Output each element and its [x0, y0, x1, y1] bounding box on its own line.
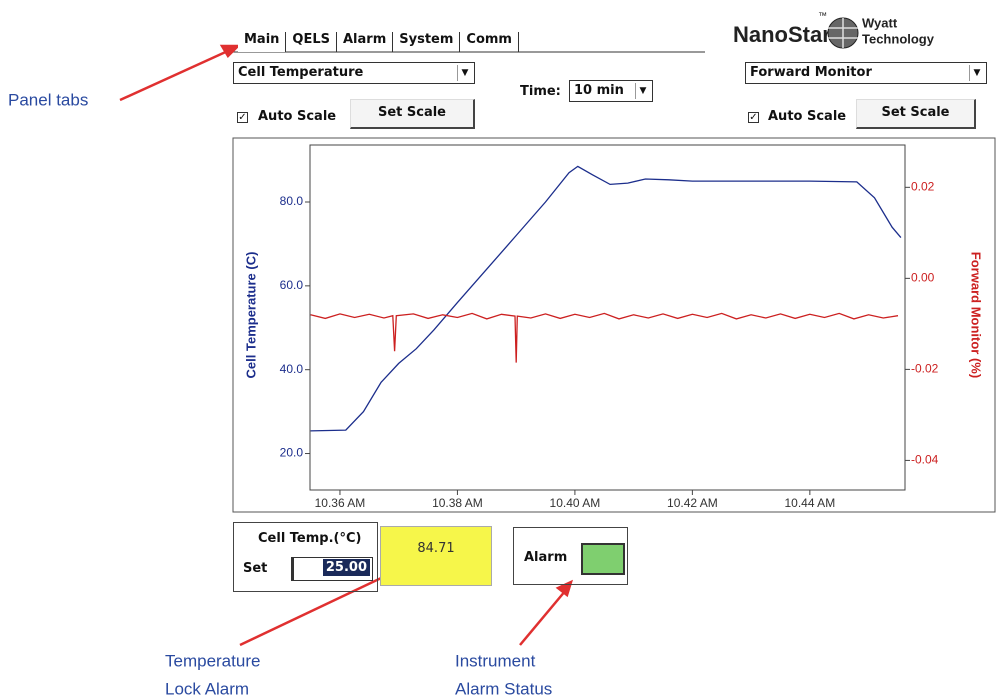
arrow — [239, 568, 399, 647]
y-tick-label: 60.0 — [280, 278, 304, 292]
logo-company: Wyatt — [862, 15, 898, 30]
alarm-box: Alarm — [513, 527, 628, 585]
globe-lines — [828, 18, 858, 48]
x-tick-label: 10.40 AM — [550, 496, 601, 510]
time-label: Time: — [520, 84, 561, 99]
annotation: Alarm Status — [455, 679, 552, 698]
arrow — [119, 48, 231, 102]
annotation: Lock Alarm — [165, 679, 249, 698]
tab[interactable]: QELS — [286, 32, 337, 52]
checkbox-label: Auto Scale — [258, 109, 337, 124]
tab[interactable]: Comm — [460, 32, 519, 52]
set-input[interactable]: 25.00 — [291, 557, 373, 581]
x-tick-label: 10.38 AM — [432, 496, 483, 510]
set-label: Set — [243, 561, 268, 576]
right-dropdown[interactable]: Forward Monitor ▼ — [745, 62, 987, 84]
left-dropdown[interactable]: Cell Temperature ▼ — [233, 62, 475, 84]
alarm-indicator — [581, 543, 625, 575]
alarm-label: Alarm — [524, 550, 568, 565]
current-temp: 84.71 — [380, 526, 492, 586]
time-dropdown[interactable]: 10 min ▼ — [569, 80, 653, 102]
temp-box: Cell Temp.(°C) Set 25.00 — [233, 522, 378, 592]
checkbox-label: Auto Scale — [768, 109, 847, 124]
logo-globe — [827, 17, 859, 49]
dropdown-text: Forward Monitor — [750, 65, 872, 80]
dropdown-arrow: ▼ — [457, 65, 472, 81]
y-tick-label: 20.0 — [280, 446, 304, 460]
button[interactable]: Set Scale — [350, 99, 475, 129]
logo-company: Technology — [862, 31, 935, 46]
x-tick-label: 10.44 AM — [784, 496, 835, 510]
plot-frame — [309, 144, 906, 491]
x-tick-label: 10.36 AM — [315, 496, 366, 510]
logo-tm: ™ — [818, 10, 827, 20]
tab[interactable]: System — [393, 32, 461, 52]
annotation: Panel tabs — [8, 90, 88, 109]
arrow-head — [219, 44, 242, 59]
button[interactable]: Set Scale — [856, 99, 976, 129]
tab[interactable]: Main — [238, 32, 287, 52]
temp-title: Cell Temp.(°C) — [258, 531, 362, 546]
dropdown-arrow: ▼ — [635, 83, 650, 99]
dropdown-arrow: ▼ — [969, 65, 984, 81]
annotation: Instrument — [455, 651, 536, 670]
tab[interactable]: Alarm — [337, 32, 394, 52]
tab-bar: Main QELS Alarm System Comm — [238, 32, 519, 52]
y2-tick-label: -0.02 — [911, 362, 939, 376]
y2-tick-label: -0.04 — [911, 453, 939, 467]
checkbox[interactable]: ✓ — [237, 112, 248, 123]
set-value: 25.00 — [322, 559, 370, 576]
y2-axis-title: Forward Monitor (%) — [969, 252, 984, 378]
y2-tick-label: 0.02 — [911, 180, 935, 194]
x-tick-label: 10.42 AM — [667, 496, 718, 510]
y-axis-title: Cell Temperature (C) — [243, 252, 258, 379]
arrow — [519, 589, 567, 646]
checkbox[interactable]: ✓ — [748, 112, 759, 123]
y2-tick-label: 0.00 — [911, 271, 935, 285]
y-tick-label: 80.0 — [280, 194, 304, 208]
series-line — [310, 165, 902, 432]
y-tick-label: 40.0 — [280, 362, 304, 376]
arrow-head — [555, 579, 574, 598]
logo-name: NanoStar — [733, 22, 831, 47]
dropdown-text: 10 min — [574, 83, 624, 98]
dropdown-text: Cell Temperature — [238, 65, 364, 80]
annotation: Temperature — [165, 651, 260, 670]
series-line — [310, 312, 899, 363]
